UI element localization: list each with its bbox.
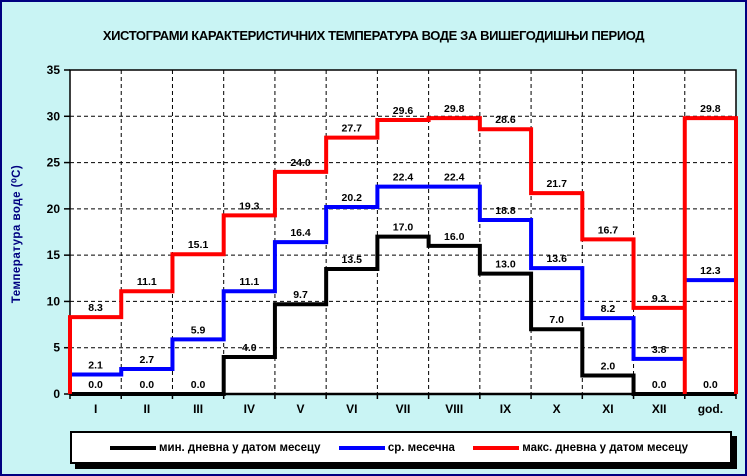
mean-line-swatch [338,445,385,450]
legend-label-mean: ср. месечна [387,441,455,454]
series-line-2 [68,116,685,394]
value-label-0-7: 16.0 [444,231,465,243]
x-tick-label: god. [698,402,723,416]
value-label-2-9: 21.7 [546,178,567,190]
value-label-2-5: 27.7 [342,123,363,135]
legend-entry-max: макс. дневна у датом месецу [473,442,688,454]
value-label-0-6: 17.0 [393,222,414,234]
value-label-1-7: 22.4 [444,172,465,184]
value-label-0-5: 13.5 [342,254,363,266]
x-tick-label: I [94,402,97,416]
value-label-2-7: 29.8 [444,103,465,115]
legend-label-max: макс. дневна у датом месецу [522,441,688,454]
value-label-2-8: 28.6 [495,114,516,126]
value-label-0-0: 0.0 [88,379,103,391]
series-annual-2 [682,116,738,394]
x-tick-label: IV [244,402,255,416]
chart-title: ХИСТОГРАМИ КАРАКТЕРИСТИЧНИХ ТЕМПЕРАТУРА … [102,28,645,43]
series-line-1 [68,184,685,394]
value-label-2-12: 29.8 [700,103,721,115]
value-label-0-2: 0.0 [191,379,206,391]
value-label-1-0: 2.1 [88,360,103,372]
y-tick-label: 35 [47,63,61,77]
value-label-1-9: 13.6 [546,253,567,265]
value-label-1-11: 3.8 [652,344,667,356]
value-label-0-11: 0.0 [652,379,667,391]
series-line-0 [70,234,685,396]
value-label-0-10: 2.0 [601,360,616,372]
legend-entry-mean: ср. месечна [338,441,455,454]
x-tick-label: XII [652,402,667,416]
value-label-1-4: 16.4 [290,227,311,239]
y-tick-label: 15 [47,248,61,262]
legend-entry-min: мин. дневна у датом месецу [110,442,321,454]
y-tick-label: 5 [53,341,60,355]
value-label-1-2: 5.9 [191,324,206,336]
min-line-swatch [110,445,156,450]
value-label-1-5: 20.2 [342,192,363,204]
value-label-1-3: 11.1 [239,276,259,288]
y-tick-label: 20 [47,202,61,216]
value-label-0-3: 4.0 [242,342,257,354]
value-label-2-1: 11.1 [137,276,157,288]
x-tick-label: III [193,402,203,416]
x-tick-label: XI [602,402,613,416]
x-tick-label: II [144,402,151,416]
value-label-1-6: 22.4 [393,172,414,184]
value-label-2-2: 15.1 [188,239,209,251]
value-label-2-0: 8.3 [88,302,103,314]
value-label-1-1: 2.7 [140,354,155,366]
y-tick-label: 30 [47,109,61,123]
legend-label-min: мин. дневна у датом месецу [159,441,321,454]
value-label-0-4: 9.7 [293,289,308,301]
x-tick-label: X [553,402,561,416]
value-label-2-6: 29.6 [393,105,414,117]
y-tick-label: 25 [47,156,61,170]
value-label-1-8: 18.8 [495,205,516,217]
x-tick-label: VI [346,402,357,416]
x-tick-label: V [297,402,305,416]
value-label-2-11: 9.3 [652,293,667,305]
value-label-2-4: 24.0 [290,157,311,169]
value-label-0-12: 0.0 [703,379,718,391]
x-tick-label: VII [396,402,411,416]
value-label-1-10: 8.2 [601,303,616,315]
max-line-swatch [473,445,520,450]
x-tick-label: VIII [445,402,463,416]
y-tick-label: 0 [53,387,60,401]
value-label-0-1: 0.0 [140,379,155,391]
y-tick-label: 10 [47,294,61,308]
value-label-1-12: 12.3 [700,265,721,277]
x-tick-label: IX [500,402,511,416]
legend: мин. дневна у датом месецу ср. месечна м… [70,431,732,464]
value-label-2-3: 19.3 [239,200,260,212]
value-label-0-8: 13.0 [495,259,516,271]
value-label-0-9: 7.0 [549,314,564,326]
value-label-2-10: 16.7 [598,224,619,236]
